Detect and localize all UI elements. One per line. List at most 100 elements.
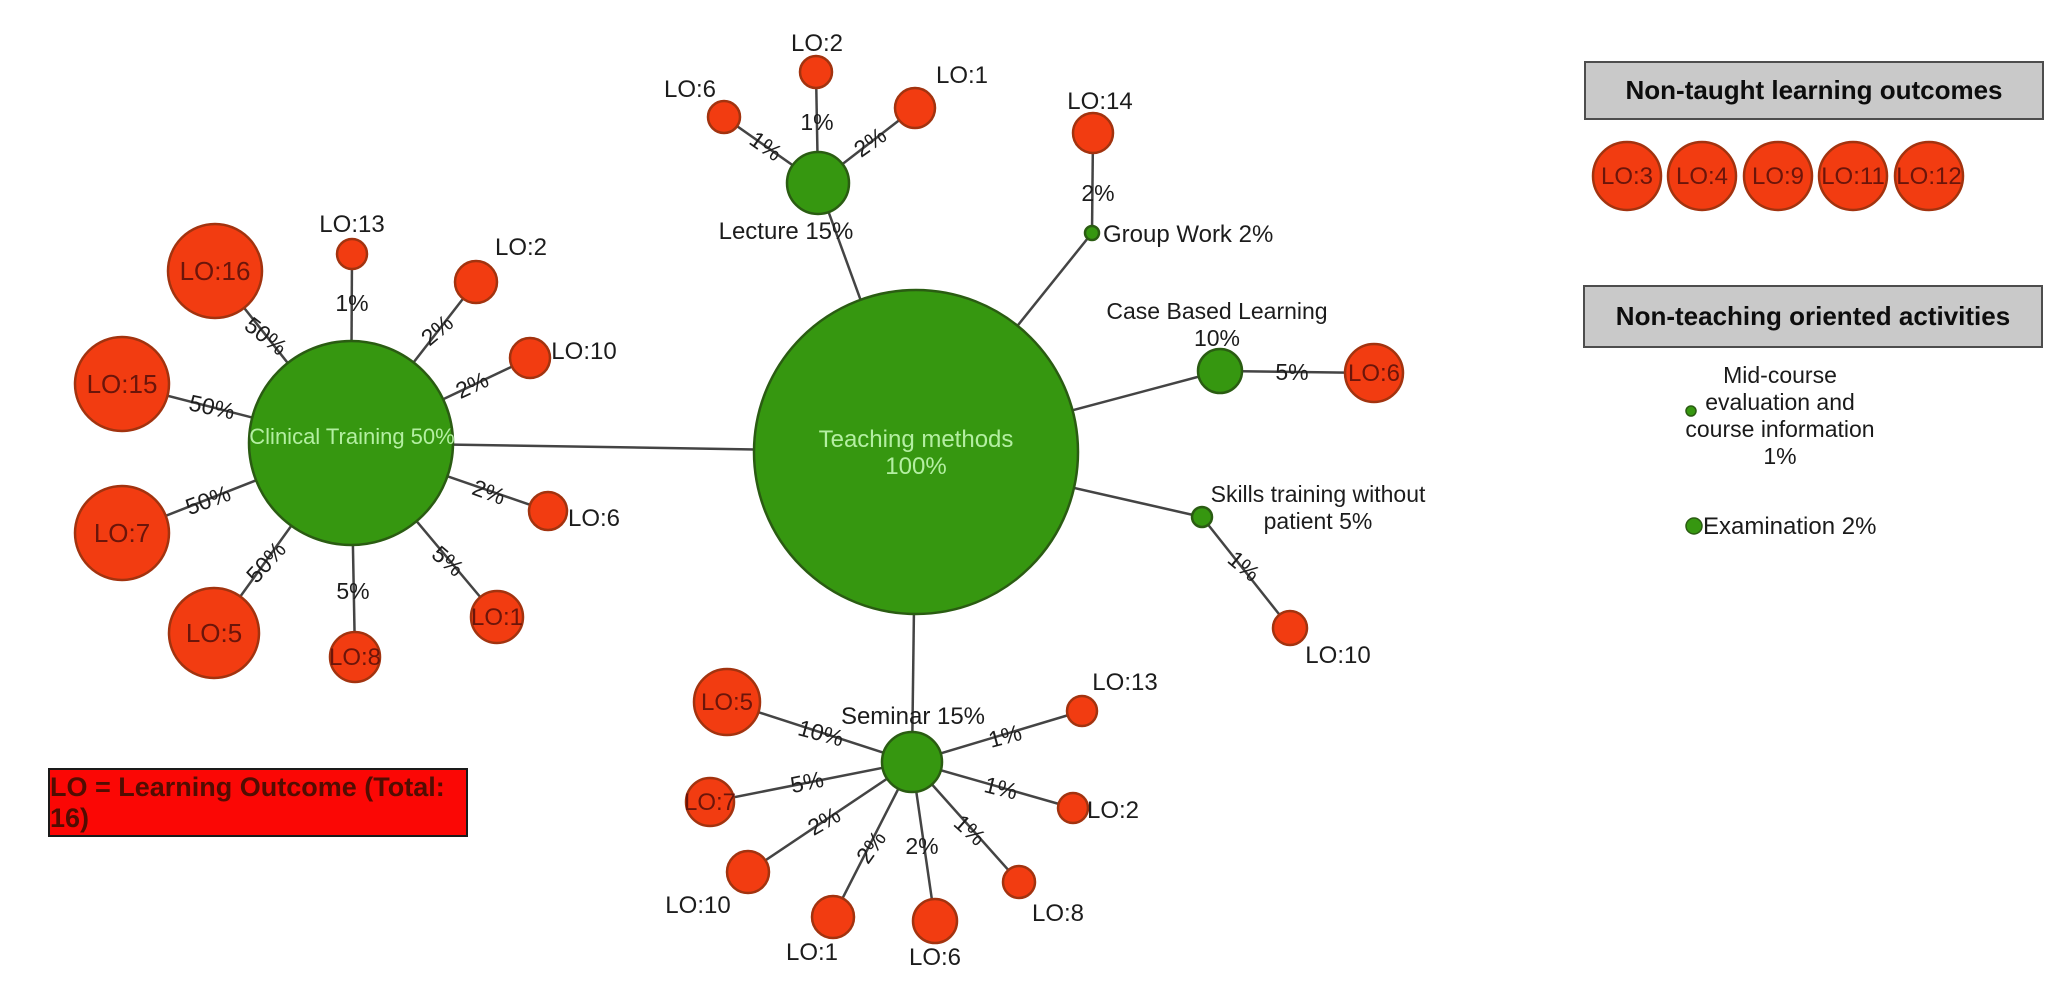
sem_lo6-circle [911, 897, 959, 945]
nt_lo3-label: LO:3 [1601, 163, 1653, 190]
non-taught-outcomes-title: Non-taught learning outcomes [1625, 75, 2003, 105]
lecture-label: Lecture 15% [719, 218, 854, 245]
edge-label-seminar-sem_lo13: 1% [986, 719, 1025, 753]
sem_lo8-circle [1001, 864, 1037, 900]
edge-label-seminar-sem_lo2: 1% [982, 771, 1021, 804]
edge-label-casebased-cb_lo6: 5% [1275, 359, 1308, 385]
non-teaching-activities-title: Non-teaching oriented activities [1615, 301, 2011, 331]
edge-label-seminar-sem_lo10: 2% [803, 801, 845, 840]
cl_lo6-label: LO:6 [568, 505, 620, 532]
edge-label-clinical-cl_lo16: 50% [240, 312, 292, 361]
nt_lo4-label: LO:4 [1676, 163, 1728, 190]
cl_lo16-circle [166, 222, 264, 320]
mid-course-evaluation-label: Mid-course evaluation and course informati… [1685, 362, 1875, 469]
teaching-circle [752, 288, 1080, 616]
sem_lo5-label: LO:5 [701, 689, 753, 716]
edge-label-lecture-lec_lo2: 1% [800, 109, 833, 135]
edge-label-clinical-cl_lo7: 50% [182, 480, 234, 520]
lec_lo1-label: LO:1 [936, 62, 988, 89]
gw_lo14-circle [1071, 111, 1115, 155]
cl_lo7-label: LO:7 [94, 518, 150, 548]
cl_lo1-circle [469, 589, 525, 645]
groupwork-label: Group Work 2% [1103, 221, 1273, 248]
edge-label-seminar-sem_lo6: 2% [905, 833, 938, 859]
sem_lo1-label: LO:1 [786, 939, 838, 966]
edge-seminar-sem_lo10 [747, 760, 913, 874]
lec_lo2-circle [798, 54, 834, 90]
cb_lo6-circle [1343, 342, 1405, 404]
sem_lo7-circle [684, 776, 736, 828]
nt_lo11-label: LO:11 [1821, 163, 1885, 190]
cl_lo6-circle [527, 490, 569, 532]
nt_lo12-label: LO:12 [1896, 163, 1961, 190]
sk_lo10-label: LO:10 [1305, 642, 1370, 669]
cl_lo8-circle [328, 630, 382, 684]
sem_lo2-label: LO:2 [1087, 797, 1139, 824]
cl_lo2-circle [453, 259, 499, 305]
node-circles [73, 54, 1965, 945]
nt_lo12-circle [1893, 140, 1965, 212]
clinical-label: Clinical Training 50% [249, 424, 454, 449]
sem_lo10-label: LO:10 [665, 892, 730, 919]
nt_lo4-circle [1666, 140, 1738, 212]
sem_lo7-label: LO:7 [684, 789, 736, 816]
cl_lo5-label: LO:5 [186, 618, 242, 648]
casebased-circle [1196, 347, 1244, 395]
edge-seminar-sem_lo7 [709, 760, 913, 804]
non-teaching-activities-header: Non-teaching oriented activities [1583, 285, 2043, 348]
edge-label-seminar-sem_lo1: 2% [851, 826, 891, 868]
edge-label-groupwork-gw_lo14: 2% [1081, 180, 1114, 206]
cl_lo1-label: LO:1 [471, 604, 523, 631]
lecture-circle [785, 150, 851, 216]
cl_lo7-circle [73, 484, 171, 582]
cb_lo6-label: LO:6 [1348, 360, 1400, 387]
cl_lo15-label: LO:15 [87, 369, 158, 399]
edge-label-clinical-cl_lo8: 5% [336, 578, 369, 604]
sem_lo8-label: LO:8 [1032, 900, 1084, 927]
sem_lo6-label: LO:6 [909, 944, 961, 971]
sem_lo1-circle [810, 894, 856, 940]
cl_lo2-label: LO:2 [495, 234, 547, 261]
sem_lo13-circle [1065, 694, 1099, 728]
node-labels: Teaching methods 100% Clinical Training 50… [87, 30, 1962, 971]
lec_lo1-circle [893, 86, 937, 130]
sk_lo10-circle [1271, 609, 1309, 647]
nt_lo11-circle [1817, 140, 1889, 212]
edge-label-clinical-cl_lo10: 2% [451, 366, 492, 404]
cl_lo15-circle [73, 335, 171, 433]
edge-label-clinical-cl_lo13: 1% [335, 290, 368, 316]
seminar-label: Seminar 15% [841, 703, 985, 730]
edge-label-clinical-cl_lo15: 50% [187, 389, 237, 424]
lec_lo6-circle [706, 99, 742, 135]
examination-label: Examination 2% [1703, 513, 1877, 540]
gw_lo14-label: LO:14 [1067, 88, 1132, 115]
casebased-label: Case Based Learning 10% [1106, 298, 1327, 351]
nt_lo9-label: LO:9 [1752, 163, 1804, 190]
nt_lo3-circle [1591, 140, 1663, 212]
non-taught-outcomes-header: Non-taught learning outcomes [1584, 61, 2044, 120]
edge-label-clinical-cl_lo5: 50% [241, 536, 291, 588]
cl_lo10-label: LO:10 [551, 338, 616, 365]
edge-label-lecture-lec_lo1: 2% [849, 122, 891, 162]
teaching-label: Teaching methods 100% [819, 426, 1014, 480]
lo-legend-text: LO = Learning Outcome (Total: 16) [50, 771, 445, 833]
edge-label-clinical-cl_lo6: 2% [469, 474, 509, 510]
lec_lo6-label: LO:6 [664, 76, 716, 103]
sem_lo10-circle [725, 849, 771, 895]
lec_lo2-label: LO:2 [791, 30, 843, 57]
dot_exam-circle [1685, 517, 1703, 535]
groupwork-circle [1083, 224, 1101, 242]
cl_lo10-circle [508, 336, 552, 380]
sem_lo13-label: LO:13 [1092, 669, 1157, 696]
cl_lo8-label: LO:8 [329, 644, 381, 671]
clinical-circle [247, 339, 455, 547]
seminar-circle [880, 730, 944, 794]
skills-label: Skills training without patient 5% [1211, 481, 1426, 534]
cl_lo5-circle [167, 586, 261, 680]
sem_lo2-circle [1056, 791, 1090, 825]
cl_lo16-label: LO:16 [180, 256, 251, 286]
edge-label-seminar-sem_lo5: 10% [795, 714, 846, 751]
nt_lo9-circle [1742, 140, 1814, 212]
